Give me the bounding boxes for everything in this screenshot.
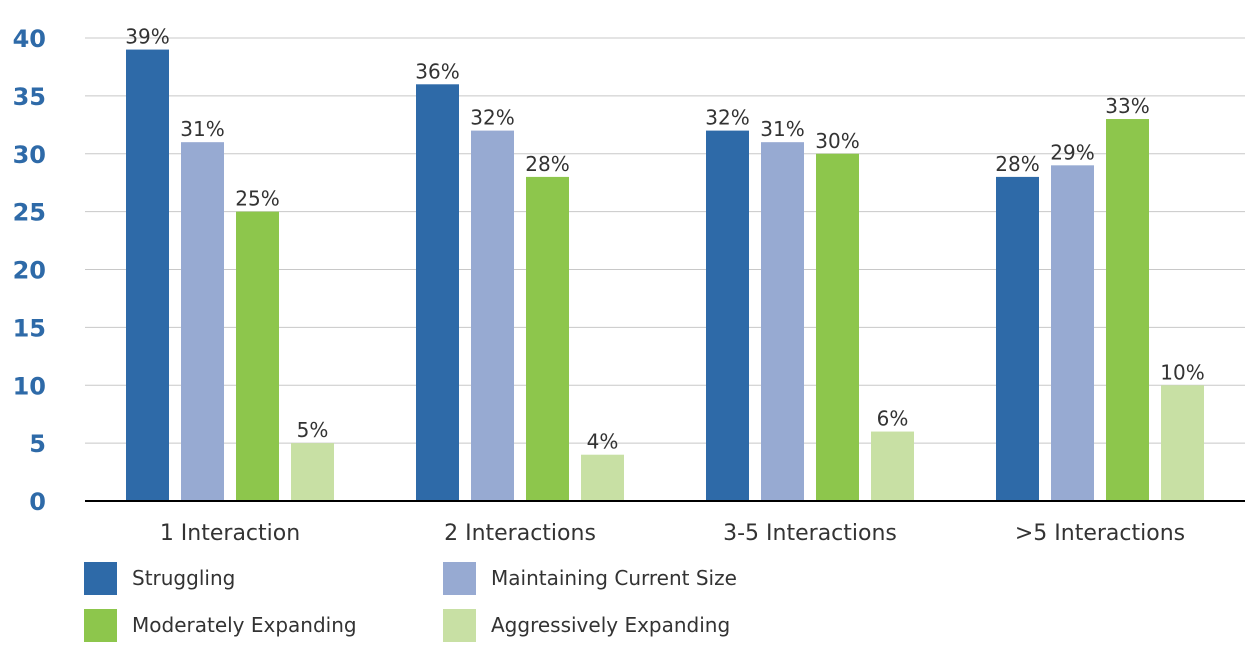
y-tick-label: 30	[13, 141, 46, 169]
bar	[236, 211, 279, 501]
bar	[291, 443, 334, 501]
bar	[126, 49, 169, 501]
bar	[706, 130, 749, 501]
legend-label: Aggressively Expanding	[491, 613, 730, 637]
bar	[1161, 385, 1204, 501]
y-tick-label: 40	[13, 25, 46, 53]
legend-swatch	[443, 609, 476, 642]
y-tick-label: 20	[13, 257, 46, 285]
y-tick-label: 0	[29, 488, 46, 516]
bar	[471, 130, 514, 501]
x-tick-label: >5 Interactions	[1015, 521, 1185, 546]
bar	[1106, 119, 1149, 502]
x-tick-label: 1 Interaction	[160, 521, 300, 546]
bar	[181, 142, 224, 502]
legend-label: Moderately Expanding	[132, 613, 357, 637]
data-label: 33%	[1105, 94, 1149, 118]
legend-swatch	[84, 609, 117, 642]
data-label: 29%	[1050, 140, 1094, 164]
x-tick-label: 3-5 Interactions	[723, 521, 897, 546]
y-tick-label: 10	[13, 372, 46, 400]
data-label: 10%	[1160, 360, 1204, 384]
data-label: 4%	[587, 430, 619, 454]
bar	[761, 142, 804, 502]
data-label: 31%	[180, 117, 224, 141]
legend-label: Struggling	[132, 566, 235, 590]
data-label: 32%	[705, 106, 749, 130]
bar	[581, 454, 624, 501]
data-label: 30%	[815, 129, 859, 153]
data-label: 32%	[470, 106, 514, 130]
y-tick-label: 25	[13, 199, 46, 227]
bar	[1051, 165, 1094, 501]
y-tick-label: 15	[13, 314, 46, 342]
data-label: 5%	[297, 418, 329, 442]
data-label: 31%	[760, 117, 804, 141]
legend-label: Maintaining Current Size	[491, 566, 737, 590]
data-label: 28%	[995, 152, 1039, 176]
data-label: 25%	[235, 187, 279, 211]
bar	[526, 176, 569, 501]
bar	[416, 84, 459, 502]
x-tick-label: 2 Interactions	[444, 521, 596, 546]
bar	[996, 176, 1039, 501]
legend-swatch	[443, 562, 476, 595]
y-tick-label: 35	[13, 83, 46, 111]
data-label: 28%	[525, 152, 569, 176]
legend-swatch	[84, 562, 117, 595]
bar	[871, 431, 914, 501]
data-label: 39%	[125, 25, 169, 49]
data-label: 36%	[415, 59, 459, 83]
data-label: 6%	[877, 407, 909, 431]
bar	[816, 153, 859, 501]
y-tick-label: 5	[29, 430, 46, 458]
